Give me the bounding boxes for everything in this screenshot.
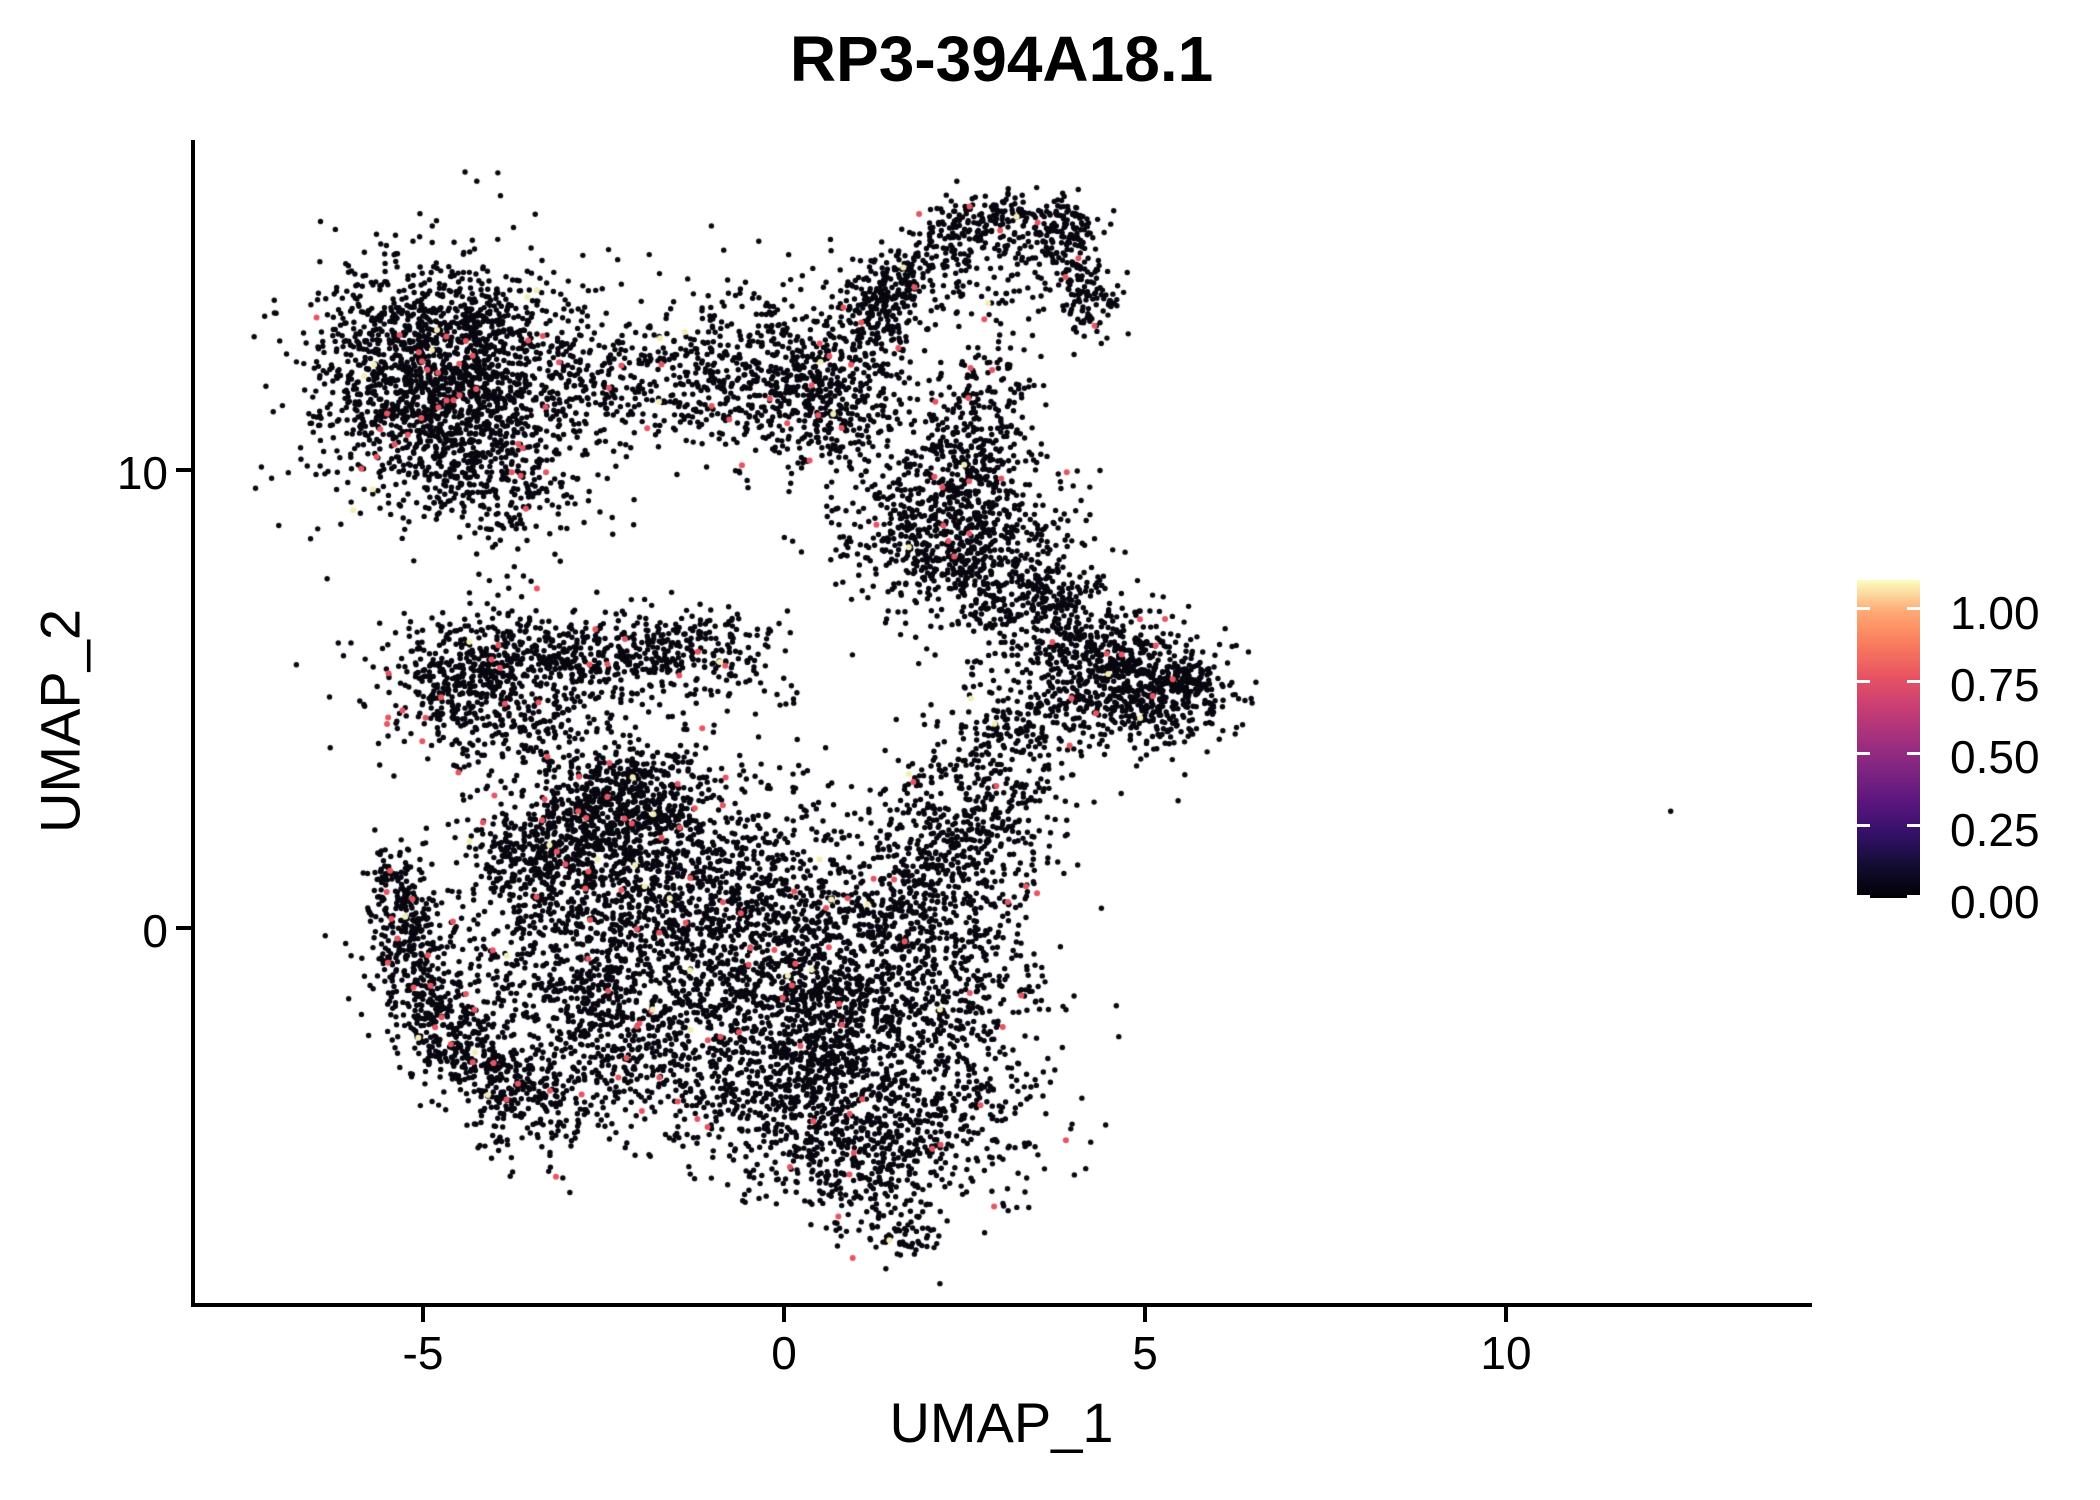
y-tick-mark	[176, 468, 191, 472]
x-tick-label: 5	[1132, 1327, 1158, 1379]
x-tick-label: -5	[402, 1327, 444, 1379]
x-axis-title: UMAP_1	[889, 1391, 1114, 1454]
colorbar-tick-label: 0.50	[1950, 731, 2040, 783]
x-tick-mark	[1504, 1307, 1508, 1322]
colorbar-tick-label: 0.75	[1950, 659, 2040, 711]
colorbar-tick-mark	[1857, 895, 1870, 898]
colorbar-tick-mark	[1907, 824, 1920, 828]
x-tick-mark	[1143, 1307, 1147, 1322]
colorbar-tick-mark	[1907, 895, 1920, 898]
umap-scatter-canvas	[193, 140, 1810, 1303]
colorbar-tick-mark	[1857, 607, 1870, 611]
colorbar-gradient	[1857, 580, 1920, 898]
y-tick-label: 0	[142, 905, 168, 957]
y-tick-mark	[176, 926, 191, 930]
colorbar	[1857, 580, 1920, 898]
x-axis-line	[191, 1303, 1812, 1307]
colorbar-tick-mark	[1857, 824, 1870, 828]
colorbar-tick-mark	[1857, 751, 1870, 755]
colorbar-tick-label: 1.00	[1950, 587, 2040, 639]
colorbar-tick-label: 0.00	[1950, 876, 2040, 928]
colorbar-tick-mark	[1857, 679, 1870, 683]
y-axis-line	[191, 140, 195, 1307]
colorbar-tick-mark	[1907, 679, 1920, 683]
y-tick-label: 10	[116, 447, 168, 499]
x-tick-label: 0	[771, 1327, 797, 1379]
plot-title: RP3-394A18.1	[789, 23, 1214, 95]
colorbar-tick-mark	[1907, 607, 1920, 611]
x-tick-mark	[782, 1307, 786, 1322]
y-axis-title-text: UMAP_2	[28, 608, 92, 834]
x-tick-mark	[421, 1307, 425, 1322]
x-tick-label: 10	[1480, 1327, 1532, 1379]
colorbar-tick-mark	[1907, 751, 1920, 755]
colorbar-tick-label: 0.25	[1950, 804, 2040, 856]
